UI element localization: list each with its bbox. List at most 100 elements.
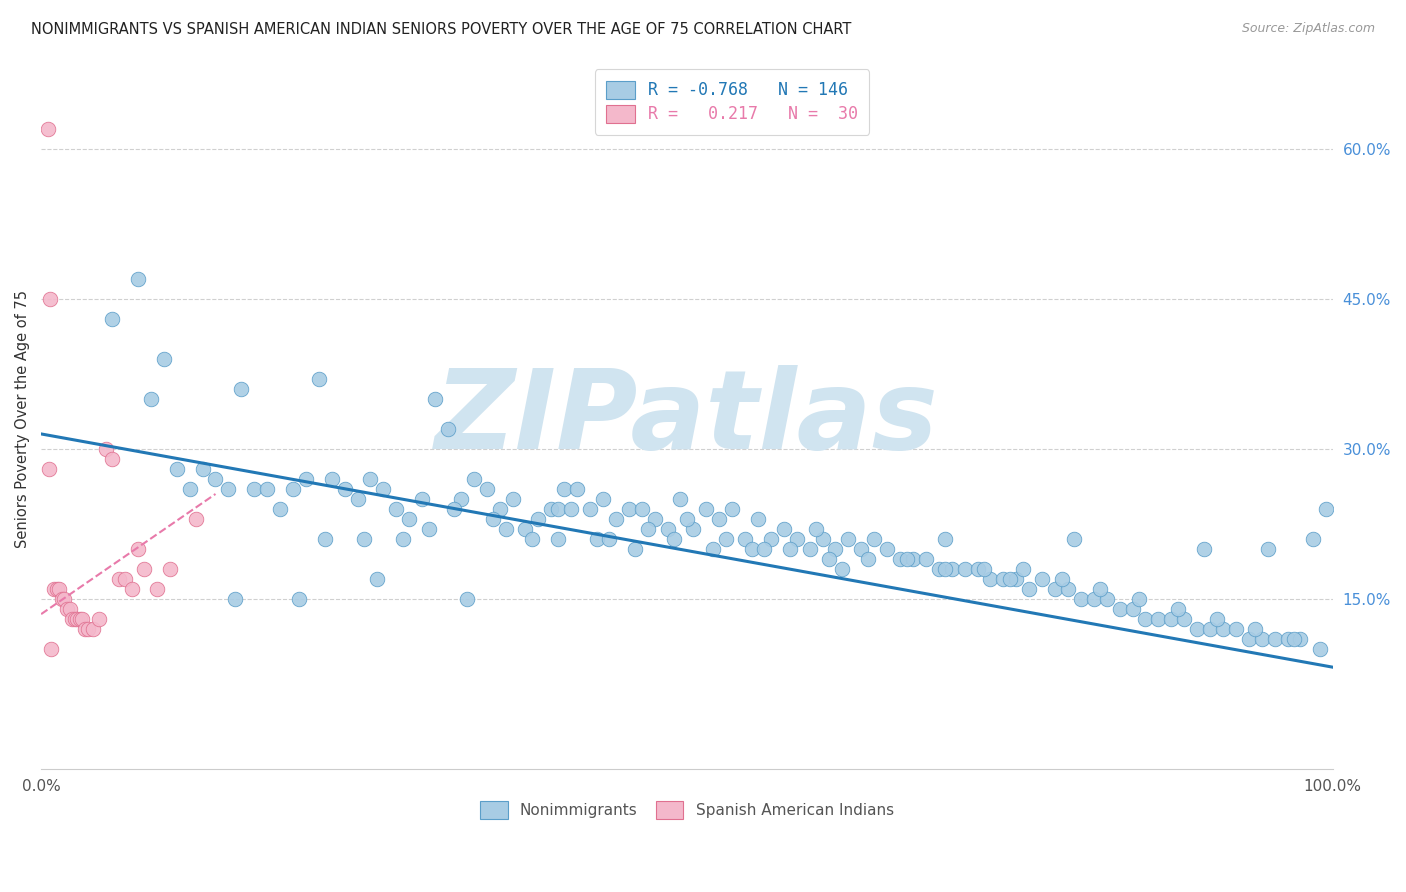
Point [721, 502, 744, 516]
Point [94, 442, 117, 456]
Point [224, 592, 246, 607]
Point [127, 542, 149, 557]
Point [423, 392, 446, 406]
Point [191, 462, 214, 476]
Point [308, 372, 330, 386]
Point [734, 532, 756, 546]
Point [1225, 622, 1247, 636]
Point [73, 622, 96, 636]
Point [1018, 582, 1040, 596]
Point [966, 562, 988, 576]
Point [495, 522, 517, 536]
Point [418, 522, 440, 536]
Point [804, 522, 827, 536]
Point [60, 612, 83, 626]
Point [1090, 582, 1112, 596]
Point [998, 572, 1021, 586]
Point [314, 532, 336, 546]
Point [1212, 622, 1234, 636]
Point [1122, 602, 1144, 616]
Point [114, 572, 136, 586]
Point [579, 502, 602, 516]
Point [1264, 632, 1286, 647]
Point [321, 472, 343, 486]
Point [1128, 592, 1150, 607]
Point [1282, 632, 1305, 647]
Point [901, 552, 924, 566]
Point [373, 482, 395, 496]
Point [69, 612, 91, 626]
Point [488, 502, 510, 516]
Legend: Nonimmigrants, Spanish American Indians: Nonimmigrants, Spanish American Indians [474, 795, 900, 825]
Point [1050, 572, 1073, 586]
Point [366, 572, 388, 586]
Point [1205, 612, 1227, 626]
Point [818, 552, 841, 566]
Point [682, 522, 704, 536]
Point [1237, 632, 1260, 647]
Point [443, 502, 465, 516]
Point [1070, 592, 1092, 607]
Point [953, 562, 976, 576]
Point [1083, 592, 1105, 607]
Point [353, 532, 375, 546]
Point [217, 482, 239, 496]
Point [231, 382, 253, 396]
Point [1192, 542, 1215, 557]
Point [851, 542, 873, 557]
Point [1289, 632, 1312, 647]
Point [127, 272, 149, 286]
Point [76, 622, 98, 636]
Point [463, 472, 485, 486]
Point [786, 532, 808, 546]
Point [63, 612, 86, 626]
Point [772, 522, 794, 536]
Point [657, 522, 679, 536]
Point [824, 542, 846, 557]
Point [1031, 572, 1053, 586]
Point [741, 542, 763, 557]
Point [1043, 582, 1066, 596]
Point [1108, 602, 1130, 616]
Point [520, 532, 543, 546]
Point [662, 532, 685, 546]
Point [38, 462, 60, 476]
Point [1135, 612, 1157, 626]
Point [346, 491, 368, 506]
Text: NONIMMIGRANTS VS SPANISH AMERICAN INDIAN SENIORS POVERTY OVER THE AGE OF 75 CORR: NONIMMIGRANTS VS SPANISH AMERICAN INDIAN… [31, 22, 851, 37]
Point [89, 612, 111, 626]
Point [48, 582, 70, 596]
Point [934, 532, 956, 546]
Point [1173, 612, 1195, 626]
Point [547, 532, 569, 546]
Point [456, 592, 478, 607]
Point [1160, 612, 1182, 626]
Point [799, 542, 821, 557]
Point [134, 562, 156, 576]
Point [482, 512, 505, 526]
Point [269, 502, 291, 516]
Point [928, 562, 950, 576]
Point [398, 512, 420, 526]
Point [1095, 592, 1118, 607]
Point [637, 522, 659, 536]
Point [779, 542, 801, 557]
Point [747, 512, 769, 526]
Point [391, 532, 413, 546]
Point [53, 592, 76, 607]
Point [41, 642, 63, 657]
Point [915, 552, 938, 566]
Point [37, 121, 59, 136]
Point [644, 512, 666, 526]
Point [565, 482, 588, 496]
Point [973, 562, 995, 576]
Point [1277, 632, 1299, 647]
Point [101, 452, 124, 467]
Point [1302, 532, 1324, 546]
Point [153, 351, 176, 366]
Point [281, 482, 304, 496]
Point [139, 392, 162, 406]
Point [896, 552, 918, 566]
Point [540, 502, 562, 516]
Point [51, 592, 73, 607]
